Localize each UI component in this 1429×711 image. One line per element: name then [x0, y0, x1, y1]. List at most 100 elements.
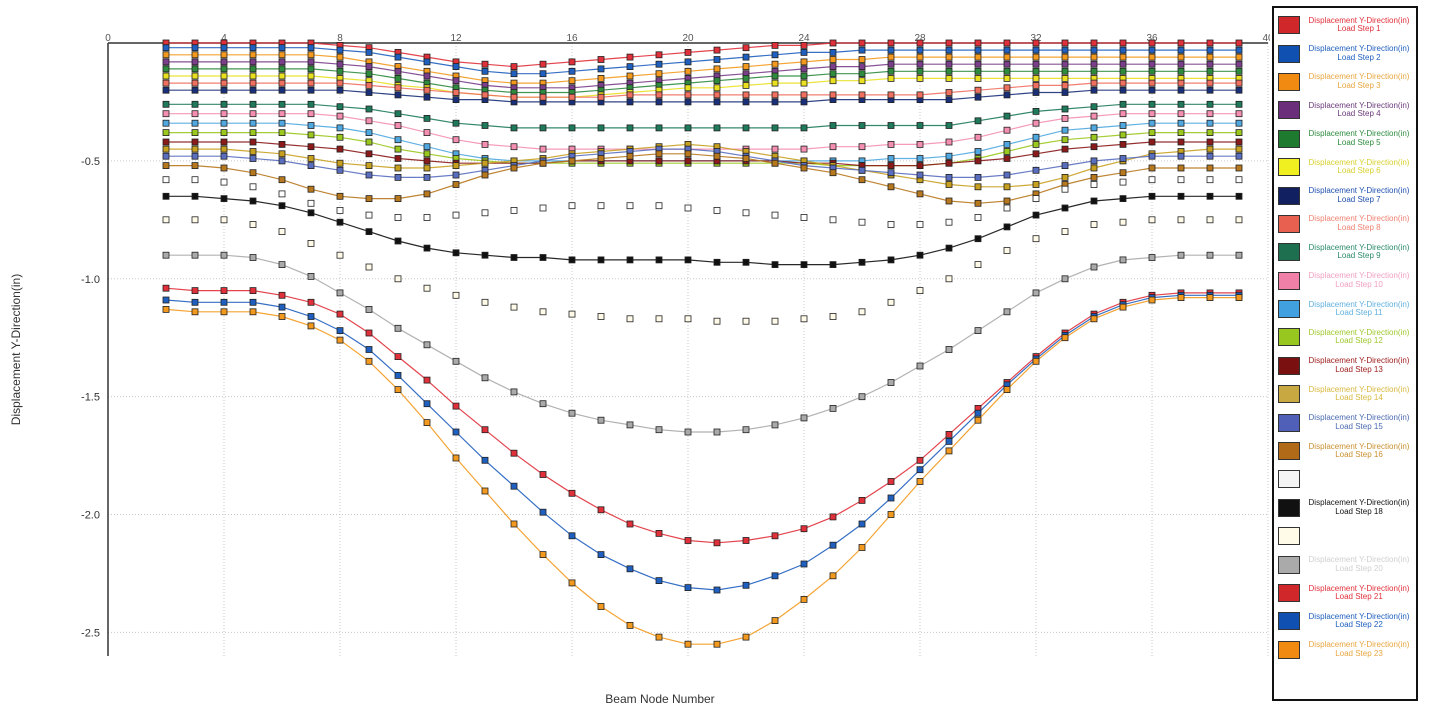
data-point — [597, 56, 605, 63]
data-point — [307, 86, 315, 94]
data-point — [1061, 75, 1069, 82]
data-point — [162, 129, 170, 137]
data-point — [916, 466, 924, 474]
data-point — [278, 44, 286, 52]
data-point — [394, 67, 402, 75]
data-point — [916, 456, 924, 464]
data-point — [365, 228, 373, 236]
data-point — [278, 65, 286, 73]
data-point — [539, 124, 547, 132]
legend-label: Displacement Y-Direction(in) Load Step 1… — [1308, 356, 1410, 374]
data-point — [1003, 197, 1011, 205]
data-point — [394, 91, 402, 99]
data-point — [1061, 145, 1069, 153]
data-point — [858, 39, 866, 47]
data-point — [365, 138, 373, 146]
data-point — [191, 152, 199, 160]
legend-swatch — [1278, 214, 1300, 233]
data-point — [858, 63, 866, 70]
data-point — [191, 138, 199, 146]
data-point — [191, 287, 199, 295]
series-line-14 — [166, 143, 1239, 188]
data-point — [655, 426, 663, 434]
data-point — [1119, 303, 1127, 311]
data-point — [249, 298, 257, 306]
data-point — [771, 98, 779, 106]
data-point — [365, 346, 373, 353]
legend-label: Displacement Y-Direction(in) Load Step 1… — [1308, 413, 1410, 431]
data-point — [887, 221, 895, 228]
data-point — [713, 317, 721, 325]
data-point — [249, 183, 257, 191]
data-point — [626, 421, 634, 429]
data-point — [1119, 131, 1127, 139]
series-line-10 — [166, 113, 1239, 150]
data-point — [858, 496, 866, 504]
legend-item: Displacement Y-Direction(in) Load Step 1… — [1278, 295, 1414, 323]
data-point — [800, 145, 808, 153]
data-point — [887, 256, 895, 264]
data-point — [1119, 39, 1127, 47]
legend-item: Displacement Y-Direction(in) Load Step 1… — [1278, 494, 1414, 522]
data-point — [162, 284, 170, 292]
data-point — [713, 84, 721, 92]
data-point — [307, 313, 315, 320]
data-point — [887, 67, 895, 75]
x-axis-title: Beam Node Number — [605, 692, 714, 706]
data-point — [916, 171, 924, 179]
data-point — [336, 289, 344, 297]
data-point — [945, 346, 953, 353]
data-point — [626, 202, 634, 210]
data-point — [394, 195, 402, 203]
data-point — [452, 454, 460, 462]
data-point — [1061, 39, 1069, 47]
legend-item: Displacement Y-Direction(in) Load Step 1 — [1278, 11, 1414, 39]
legend-label: Displacement Y-Direction(in) Load Step 2… — [1308, 583, 1410, 601]
data-point — [1119, 79, 1127, 87]
legend-item — [1278, 465, 1414, 493]
data-point — [162, 152, 170, 160]
data-point — [597, 313, 605, 320]
data-point — [307, 131, 315, 139]
data-point — [162, 192, 170, 200]
data-point — [1148, 254, 1156, 261]
data-point — [162, 162, 170, 170]
x-tick-label: 28 — [914, 33, 926, 44]
data-point — [568, 256, 576, 264]
legend-item: Displacement Y-Direction(in) Load Step 7 — [1278, 181, 1414, 209]
data-point — [1090, 221, 1098, 228]
data-point — [655, 60, 663, 68]
data-point — [1235, 79, 1243, 87]
data-point — [220, 51, 228, 59]
data-point — [307, 322, 315, 330]
legend-item: Displacement Y-Direction(in) Load Step 2… — [1278, 550, 1414, 578]
data-point — [829, 313, 837, 320]
legend-swatch — [1278, 186, 1300, 205]
data-point — [394, 136, 402, 144]
data-point — [307, 44, 315, 52]
data-point — [249, 110, 257, 118]
data-point — [452, 77, 460, 85]
data-point — [771, 532, 779, 540]
data-point — [858, 544, 866, 551]
data-point — [1235, 216, 1243, 224]
data-point — [597, 416, 605, 424]
data-point — [945, 181, 953, 188]
data-point — [1003, 140, 1011, 148]
data-point — [945, 89, 953, 96]
data-point — [423, 72, 431, 80]
data-point — [713, 65, 721, 73]
data-point — [974, 173, 982, 181]
data-point — [1032, 150, 1040, 158]
legend-swatch — [1278, 158, 1300, 177]
data-point — [336, 46, 344, 54]
data-point — [481, 456, 489, 464]
legend-swatch — [1278, 101, 1300, 120]
data-point — [1090, 173, 1098, 181]
data-point — [394, 122, 402, 129]
data-point — [365, 150, 373, 158]
data-point — [771, 60, 779, 68]
data-point — [162, 58, 170, 66]
data-point — [220, 119, 228, 127]
data-point — [1090, 46, 1098, 54]
